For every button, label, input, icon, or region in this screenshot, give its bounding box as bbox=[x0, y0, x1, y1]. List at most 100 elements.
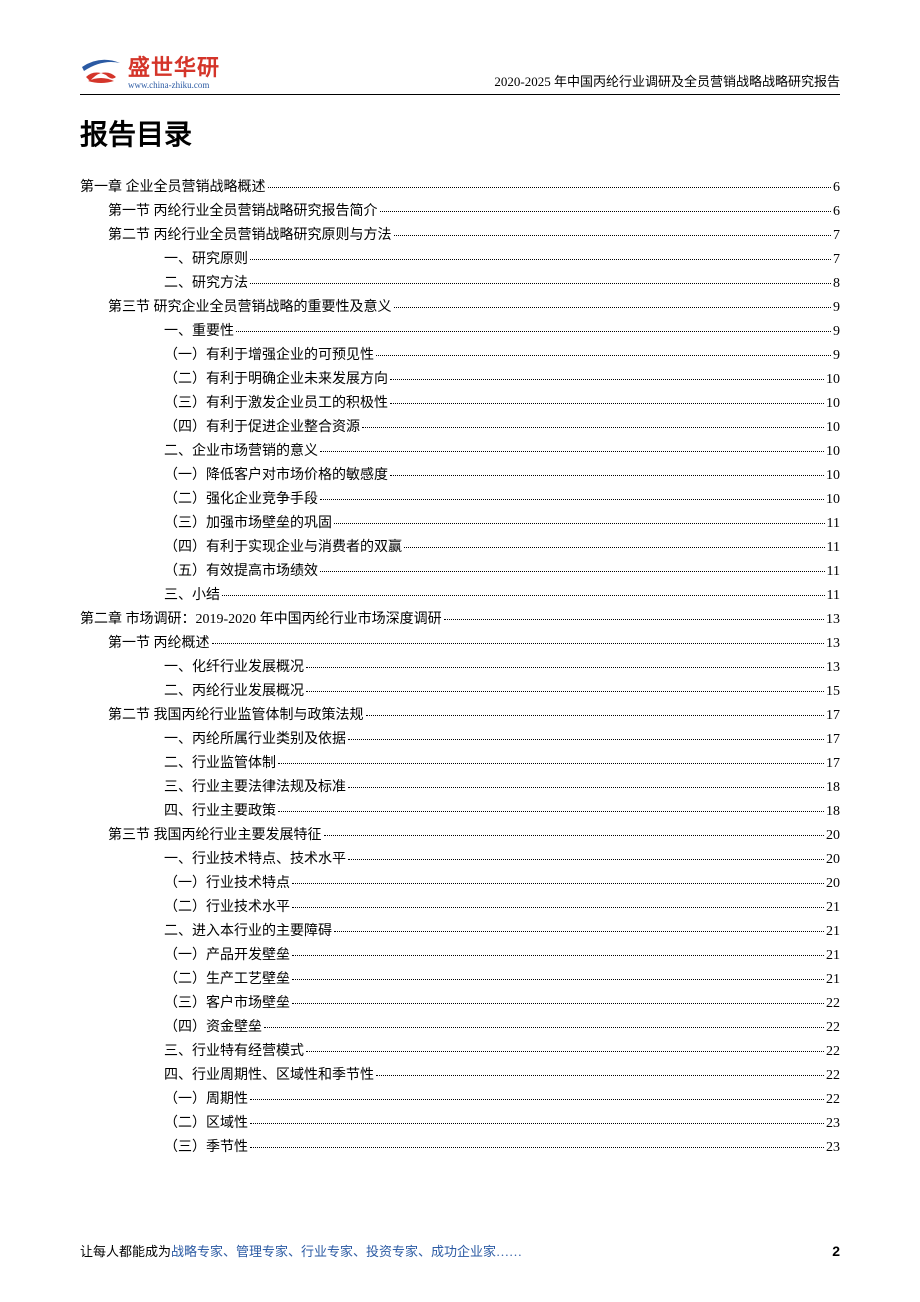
toc-leader-dots bbox=[320, 451, 824, 452]
toc-label: （二）强化企业竞争手段 bbox=[164, 493, 318, 507]
toc-page-number: 13 bbox=[826, 661, 840, 675]
toc-label: （五）有效提高市场绩效 bbox=[164, 565, 318, 579]
toc-label: （三）季节性 bbox=[164, 1141, 248, 1155]
toc-label: （一）行业技术特点 bbox=[164, 877, 290, 891]
toc-page-number: 20 bbox=[826, 877, 840, 891]
toc-label: 四、行业周期性、区域性和季节性 bbox=[164, 1069, 374, 1083]
toc-leader-dots bbox=[390, 403, 824, 404]
toc-page-number: 22 bbox=[826, 1093, 840, 1107]
toc-row: （二）生产工艺壁垒21 bbox=[80, 973, 840, 987]
toc-page-number: 23 bbox=[826, 1117, 840, 1131]
toc-label: （三）有利于激发企业员工的积极性 bbox=[164, 397, 388, 411]
toc-label: （二）生产工艺壁垒 bbox=[164, 973, 290, 987]
toc-label: （一）产品开发壁垒 bbox=[164, 949, 290, 963]
toc-page-number: 9 bbox=[833, 349, 840, 363]
toc-leader-dots bbox=[250, 259, 831, 260]
toc-page-number: 18 bbox=[826, 781, 840, 795]
toc-page-number: 11 bbox=[827, 589, 840, 603]
toc-row: 一、重要性 9 bbox=[80, 325, 840, 339]
toc-label: 一、丙纶所属行业类别及依据 bbox=[164, 733, 346, 747]
toc-row: 第三节 我国丙纶行业主要发展特征20 bbox=[80, 829, 840, 843]
toc-row: （四）有利于实现企业与消费者的双赢11 bbox=[80, 541, 840, 555]
toc-leader-dots bbox=[348, 739, 824, 740]
toc-page-number: 11 bbox=[827, 517, 840, 531]
toc-page-number: 8 bbox=[833, 277, 840, 291]
toc-label: 三、小结 bbox=[164, 589, 220, 603]
toc-row: 第一章 企业全员营销战略概述6 bbox=[80, 181, 840, 195]
toc-leader-dots bbox=[380, 211, 832, 212]
toc-leader-dots bbox=[394, 307, 832, 308]
toc-page-number: 22 bbox=[826, 1021, 840, 1035]
toc-leader-dots bbox=[212, 643, 825, 644]
toc-leader-dots bbox=[306, 1051, 824, 1052]
toc-leader-dots bbox=[278, 811, 824, 812]
toc-row: 第二节 我国丙纶行业监管体制与政策法规17 bbox=[80, 709, 840, 723]
toc-row: （一）有利于增强企业的可预见性9 bbox=[80, 349, 840, 363]
toc-page-number: 20 bbox=[826, 853, 840, 867]
toc-row: （二）行业技术水平21 bbox=[80, 901, 840, 915]
toc-page-number: 10 bbox=[826, 397, 840, 411]
toc-page-number: 23 bbox=[826, 1141, 840, 1155]
toc-row: 四、行业主要政策 18 bbox=[80, 805, 840, 819]
toc-label: 二、企业市场营销的意义 bbox=[164, 445, 318, 459]
toc-page-number: 6 bbox=[833, 205, 840, 219]
toc-row: （二）有利于明确企业未来发展方向10 bbox=[80, 373, 840, 387]
toc-page-number: 10 bbox=[826, 469, 840, 483]
toc-leader-dots bbox=[390, 379, 824, 380]
toc-leader-dots bbox=[320, 571, 825, 572]
toc-leader-dots bbox=[376, 1075, 824, 1076]
toc-row: 三、行业主要法律法规及标准18 bbox=[80, 781, 840, 795]
toc-row: （五）有效提高市场绩效 11 bbox=[80, 565, 840, 579]
toc-page-number: 10 bbox=[826, 493, 840, 507]
toc-label: （四）资金壁垒 bbox=[164, 1021, 262, 1035]
toc-leader-dots bbox=[348, 787, 824, 788]
table-of-contents: 第一章 企业全员营销战略概述6 第一节 丙纶行业全员营销战略研究报告简介 6 第二节 … bbox=[80, 181, 840, 1155]
document-page: 盛世华研 www.china-zhiku.com 2020-2025 年中国丙纶… bbox=[0, 0, 920, 1302]
toc-row: （一）产品开发壁垒21 bbox=[80, 949, 840, 963]
toc-label: 第一节 丙纶行业全员营销战略研究报告简介 bbox=[108, 205, 378, 219]
logo-text-block: 盛世华研 www.china-zhiku.com bbox=[128, 50, 220, 90]
toc-page-number: 17 bbox=[826, 709, 840, 723]
toc-leader-dots bbox=[292, 883, 824, 884]
toc-page-number: 9 bbox=[833, 325, 840, 339]
toc-page-number: 9 bbox=[833, 301, 840, 315]
footer-page-number: 2 bbox=[832, 1243, 840, 1259]
toc-label: （二）有利于明确企业未来发展方向 bbox=[164, 373, 388, 387]
toc-row: （四）资金壁垒 22 bbox=[80, 1021, 840, 1035]
toc-row: （三）客户市场壁垒22 bbox=[80, 997, 840, 1011]
toc-leader-dots bbox=[320, 499, 824, 500]
toc-page-number: 22 bbox=[826, 1069, 840, 1083]
toc-row: （四）有利于促进企业整合资源10 bbox=[80, 421, 840, 435]
toc-page-number: 18 bbox=[826, 805, 840, 819]
toc-row: 二、丙纶行业发展概况15 bbox=[80, 685, 840, 699]
toc-leader-dots bbox=[348, 859, 824, 860]
toc-leader-dots bbox=[250, 1147, 824, 1148]
toc-page-number: 11 bbox=[827, 565, 840, 579]
toc-row: 一、行业技术特点、技术水平20 bbox=[80, 853, 840, 867]
toc-leader-dots bbox=[362, 427, 824, 428]
toc-leader-dots bbox=[278, 763, 824, 764]
logo: 盛世华研 www.china-zhiku.com bbox=[80, 50, 220, 90]
toc-row: （二）区域性23 bbox=[80, 1117, 840, 1131]
toc-leader-dots bbox=[324, 835, 825, 836]
toc-row: （三）加强市场壁垒的巩固11 bbox=[80, 517, 840, 531]
toc-label: 一、重要性 bbox=[164, 325, 234, 339]
toc-leader-dots bbox=[334, 931, 824, 932]
toc-row: 二、行业监管体制17 bbox=[80, 757, 840, 771]
toc-leader-dots bbox=[444, 619, 824, 620]
logo-name: 盛世华研 bbox=[128, 50, 220, 82]
toc-leader-dots bbox=[376, 355, 831, 356]
toc-label: 一、化纤行业发展概况 bbox=[164, 661, 304, 675]
toc-leader-dots bbox=[394, 235, 832, 236]
toc-row: （二）强化企业竞争手段 10 bbox=[80, 493, 840, 507]
toc-label: 四、行业主要政策 bbox=[164, 805, 276, 819]
toc-page-number: 22 bbox=[826, 997, 840, 1011]
toc-page-number: 21 bbox=[826, 901, 840, 915]
toc-row: 第一节 丙纶行业全员营销战略研究报告简介 6 bbox=[80, 205, 840, 219]
toc-row: 二、进入本行业的主要障碍21 bbox=[80, 925, 840, 939]
toc-page-number: 17 bbox=[826, 733, 840, 747]
toc-label: （一）周期性 bbox=[164, 1093, 248, 1107]
toc-page-number: 11 bbox=[827, 541, 840, 555]
toc-leader-dots bbox=[268, 187, 832, 188]
toc-label: 第一章 企业全员营销战略概述 bbox=[80, 181, 266, 195]
